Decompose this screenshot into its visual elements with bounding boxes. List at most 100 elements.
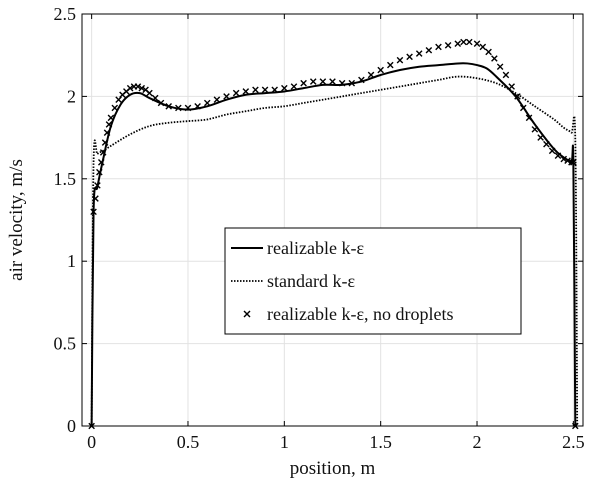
- data-point-x-marker: [99, 149, 107, 156]
- marker-stroke: [309, 78, 317, 85]
- marker-stroke: [300, 79, 307, 87]
- marker-stroke: [184, 104, 192, 112]
- marker-stroke: [387, 61, 394, 69]
- legend: realizable k-ε standard k-ε realizable k…: [224, 227, 522, 335]
- x-axis-label: position, m: [290, 458, 376, 479]
- marker-stroke: [105, 121, 113, 128]
- data-point-x-marker: [496, 63, 504, 71]
- marker-stroke: [415, 50, 423, 57]
- marker-stroke: [502, 71, 510, 79]
- data-point-x-marker: [107, 114, 115, 122]
- data-point-x-marker: [281, 84, 288, 92]
- y-tick-label: 2.5: [54, 4, 77, 24]
- data-point-x-marker: [519, 104, 527, 112]
- marker-stroke: [97, 159, 105, 166]
- data-point-x-marker: [319, 78, 327, 85]
- data-point-x-marker: [101, 139, 109, 146]
- data-point-x-marker: [537, 134, 544, 141]
- data-point-x-marker: [134, 83, 142, 90]
- data-point-x-marker: [309, 78, 317, 85]
- marker-stroke: [435, 43, 442, 51]
- series-line-standard: [90, 75, 579, 427]
- marker-stroke: [252, 86, 259, 94]
- data-point-x-marker: [111, 104, 119, 112]
- y-tick-label: 2: [67, 86, 76, 106]
- marker-stroke: [194, 102, 201, 110]
- y-tick-label: 1.5: [54, 169, 77, 189]
- data-point-x-marker: [223, 93, 230, 100]
- marker-stroke: [243, 310, 251, 318]
- data-point-x-marker: [138, 84, 146, 92]
- marker-stroke: [564, 157, 571, 164]
- marker-stroke: [537, 134, 544, 141]
- marker-stroke: [525, 114, 533, 122]
- marker-stroke: [99, 149, 107, 156]
- data-point-x-marker: [242, 88, 250, 95]
- marker-stroke: [508, 83, 515, 90]
- x-tick-label: 0.5: [177, 432, 200, 452]
- legend-label-no-droplets: realizable k-ε, no droplets: [267, 304, 454, 324]
- data-point-x-marker: [252, 86, 259, 94]
- marker-stroke: [175, 104, 182, 112]
- marker-stroke: [151, 94, 159, 102]
- marker-stroke: [358, 76, 365, 84]
- data-point-x-marker: [485, 48, 492, 56]
- x-tick-label: 0: [87, 432, 96, 452]
- data-point-x-marker: [348, 79, 356, 87]
- data-point-x-marker: [194, 102, 201, 110]
- marker-stroke: [444, 42, 452, 49]
- x-tick-label: 1.5: [369, 432, 392, 452]
- marker-stroke: [101, 139, 109, 146]
- data-point-x-marker: [126, 84, 134, 92]
- data-point-x-marker: [473, 40, 481, 47]
- marker-stroke: [92, 195, 99, 202]
- legend-label-realizable: realizable k-ε: [267, 238, 364, 258]
- data-point-x-marker: [460, 38, 467, 46]
- data-point-x-marker: [175, 104, 182, 112]
- marker-stroke: [460, 38, 467, 46]
- marker-stroke: [242, 88, 250, 95]
- marker-stroke: [479, 43, 487, 51]
- x-tick-label: 1: [280, 432, 289, 452]
- marker-stroke: [290, 83, 298, 90]
- marker-stroke: [466, 38, 473, 46]
- marker-stroke: [425, 46, 433, 54]
- marker-stroke: [115, 96, 122, 103]
- marker-stroke: [570, 159, 577, 166]
- data-point-x-marker: [425, 46, 433, 54]
- data-point-x-marker: [525, 114, 533, 122]
- plot-frame: [81, 13, 584, 427]
- data-point-x-marker: [387, 61, 394, 69]
- marker-stroke: [103, 129, 111, 136]
- data-point-x-marker: [103, 129, 111, 136]
- data-point-x-marker: [94, 182, 101, 189]
- marker-stroke: [223, 93, 230, 100]
- data-point-x-marker: [271, 86, 278, 94]
- data-point-x-marker: [554, 152, 562, 160]
- data-point-x-marker: [406, 53, 413, 61]
- marker-stroke: [90, 208, 97, 216]
- y-axis-label: air velocity, m/s: [6, 159, 27, 281]
- y-tick-labels: 0 0.5 1 1.5 2 2.5: [54, 4, 77, 436]
- data-point-x-marker: [560, 155, 568, 163]
- series-line-realizable: [90, 62, 577, 427]
- marker-stroke: [568, 159, 575, 166]
- data-point-x-marker: [105, 121, 113, 128]
- data-point-x-marker: [502, 71, 510, 79]
- data-point-x-marker: [396, 56, 404, 64]
- y-tick-label: 0.5: [54, 334, 77, 354]
- data-point-x-marker: [466, 38, 473, 46]
- data-point-x-marker: [508, 83, 515, 90]
- data-point-x-marker: [203, 99, 211, 107]
- data-point-x-marker: [568, 159, 575, 166]
- marker-stroke: [338, 79, 346, 87]
- marker-stroke: [367, 71, 375, 79]
- data-point-x-marker: [290, 83, 298, 90]
- data-point-x-marker: [543, 140, 550, 148]
- data-point-x-marker: [157, 99, 165, 107]
- marker-stroke: [281, 84, 288, 92]
- marker-stroke: [543, 140, 550, 148]
- marker-stroke: [496, 63, 504, 71]
- marker-stroke: [531, 126, 539, 133]
- legend-entry-standard: standard k-ε: [231, 271, 355, 291]
